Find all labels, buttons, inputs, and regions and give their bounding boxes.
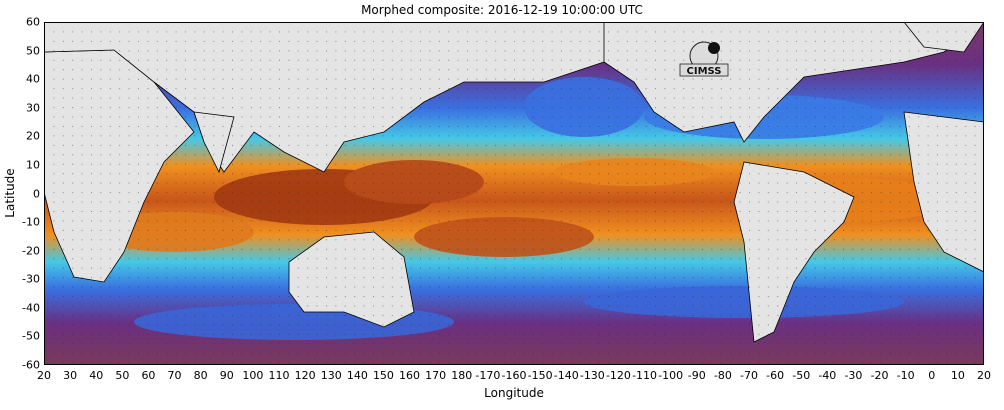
y-tick-label: -20 [22, 244, 40, 258]
x-axis-label: Longitude [484, 386, 544, 400]
x-tick-label: 80 [193, 369, 208, 382]
x-tick-label: 0 [928, 369, 936, 382]
x-tick-label: -100 [658, 369, 684, 382]
x-tick-label: -40 [818, 369, 837, 382]
y-tick-label: -10 [22, 215, 40, 229]
y-tick-label: 30 [26, 101, 40, 115]
x-tick-label: -10 [896, 369, 915, 382]
x-tick-label: -120 [605, 369, 631, 382]
x-tick-label: -50 [792, 369, 811, 382]
x-tick-label: -20 [870, 369, 889, 382]
x-tick-label: 140 [346, 369, 368, 382]
y-tick-label: 50 [26, 44, 40, 58]
x-tick-label: 40 [89, 369, 104, 382]
x-tick-label: -160 [501, 369, 527, 382]
y-tick-label: 60 [26, 15, 40, 29]
x-tick-label: 110 [268, 369, 290, 382]
x-tick-label: 150 [372, 369, 394, 382]
y-tick-label: -30 [22, 272, 40, 286]
x-tick-label: 170 [425, 369, 447, 382]
cimss-logo: CIMSS [676, 40, 732, 80]
x-tick-label: 100 [242, 369, 264, 382]
x-tick-label: 160 [399, 369, 421, 382]
x-tick-label: -70 [740, 369, 758, 382]
map-title: Morphed composite: 2016-12-19 10:00:00 U… [361, 3, 643, 17]
x-tick-label: 30 [63, 369, 78, 382]
y-tick-label: 20 [26, 129, 40, 143]
x-tick-label: 50 [115, 369, 130, 382]
y-tick-label: 40 [26, 72, 40, 86]
y-axis-label: Latitude [3, 168, 17, 218]
x-tick-label: 60 [141, 369, 156, 382]
x-tick-label: -80 [713, 369, 732, 382]
y-tick-label: 0 [33, 187, 40, 200]
x-tick-label: 180 [451, 369, 473, 382]
x-tick-label: 90 [219, 369, 234, 382]
x-tick-label: 20 [37, 369, 51, 382]
precipitable-water-map [44, 22, 984, 365]
x-tick-label: -90 [687, 369, 706, 382]
x-tick-label: -170 [475, 369, 501, 382]
y-tick-label: -40 [22, 301, 40, 315]
graticule-dots [44, 22, 984, 365]
x-tick-label: -130 [579, 369, 605, 382]
y-tick-label: -60 [22, 358, 40, 372]
y-tick-label: -50 [22, 329, 40, 343]
map-border [44, 22, 984, 365]
x-tick-label: 70 [167, 369, 182, 382]
x-tick-label: -150 [527, 369, 553, 382]
x-tick-label: 10 [950, 369, 965, 382]
x-tick-label: -140 [553, 369, 579, 382]
x-tick-label: 20 [977, 369, 991, 382]
logo-text: CIMSS [687, 66, 722, 77]
map-canvas [44, 22, 984, 365]
y-tick-label: 10 [26, 158, 40, 172]
x-tick-label: -110 [632, 369, 658, 382]
x-tick-label: -60 [766, 369, 785, 382]
x-tick-label: 120 [294, 369, 316, 382]
x-tick-label: 130 [320, 369, 342, 382]
x-tick-label: -30 [844, 369, 863, 382]
